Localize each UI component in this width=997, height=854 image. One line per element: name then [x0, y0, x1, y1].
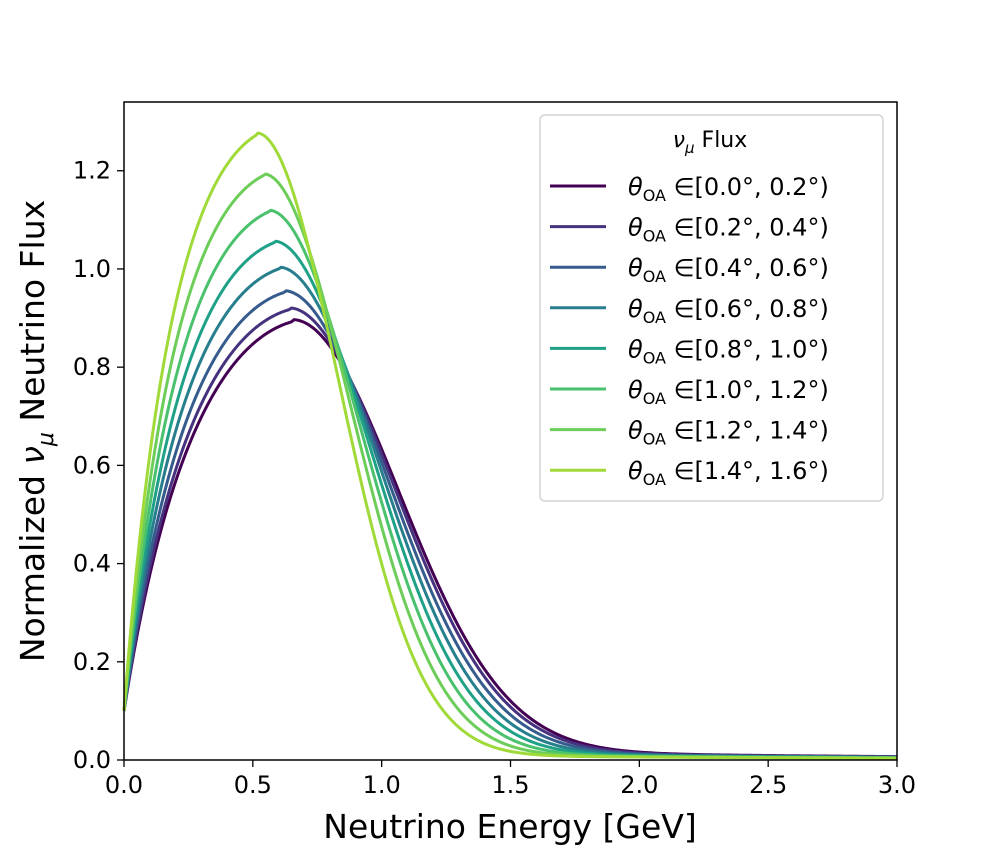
x-tick-label: 3.0: [878, 771, 916, 799]
x-tick-label: 1.5: [491, 771, 529, 799]
legend-entry: θOA ∈[1.0°, 1.2°): [628, 376, 829, 408]
legend-box: [539, 114, 884, 502]
x-tick-label: 1.0: [363, 771, 401, 799]
legend-entry: θOA ∈[0.4°, 0.6°): [628, 254, 829, 286]
x-axis-ticks: 0.0 0.5 1.0 1.5 2.0 2.5 3.0: [105, 760, 916, 799]
legend: νμ Flux θOA ∈[0.0°, 0.2°) θOA ∈[0.2°, 0.4…: [539, 114, 884, 502]
y-tick-label: 0.6: [73, 451, 111, 479]
legend-title: νμ Flux: [673, 128, 748, 157]
legend-entry: θOA ∈[1.4°, 1.6°): [628, 457, 829, 489]
y-tick-label: 0.2: [73, 648, 111, 676]
y-tick-label: 0.4: [73, 550, 111, 578]
legend-entry: θOA ∈[1.2°, 1.4°): [628, 417, 829, 449]
legend-entry: θOA ∈[0.2°, 0.4°): [628, 214, 829, 246]
y-tick-label: 1.0: [73, 255, 111, 283]
x-axis-label: Neutrino Energy [GeV]: [323, 807, 696, 846]
y-tick-label: 0.8: [73, 353, 111, 381]
y-axis-ticks: 0.0 0.2 0.4 0.6 0.8 1.0 1.2: [73, 157, 124, 774]
series-line: [122, 131, 898, 760]
x-tick-label: 2.5: [749, 771, 787, 799]
x-tick-label: 2.0: [620, 771, 658, 799]
y-tick-label: 1.2: [73, 157, 111, 185]
series-lines: [122, 131, 898, 760]
x-tick-label: 0.5: [234, 771, 272, 799]
x-tick-label: 0.0: [105, 771, 143, 799]
y-axis-label: Normalized νμ Neutrino Flux: [13, 200, 59, 662]
y-tick-label: 0.0: [73, 746, 111, 774]
legend-entry: θOA ∈[0.8°, 1.0°): [628, 335, 829, 367]
legend-entry: θOA ∈[0.0°, 0.2°): [628, 173, 829, 205]
legend-entry: θOA ∈[0.6°, 0.8°): [628, 295, 829, 327]
